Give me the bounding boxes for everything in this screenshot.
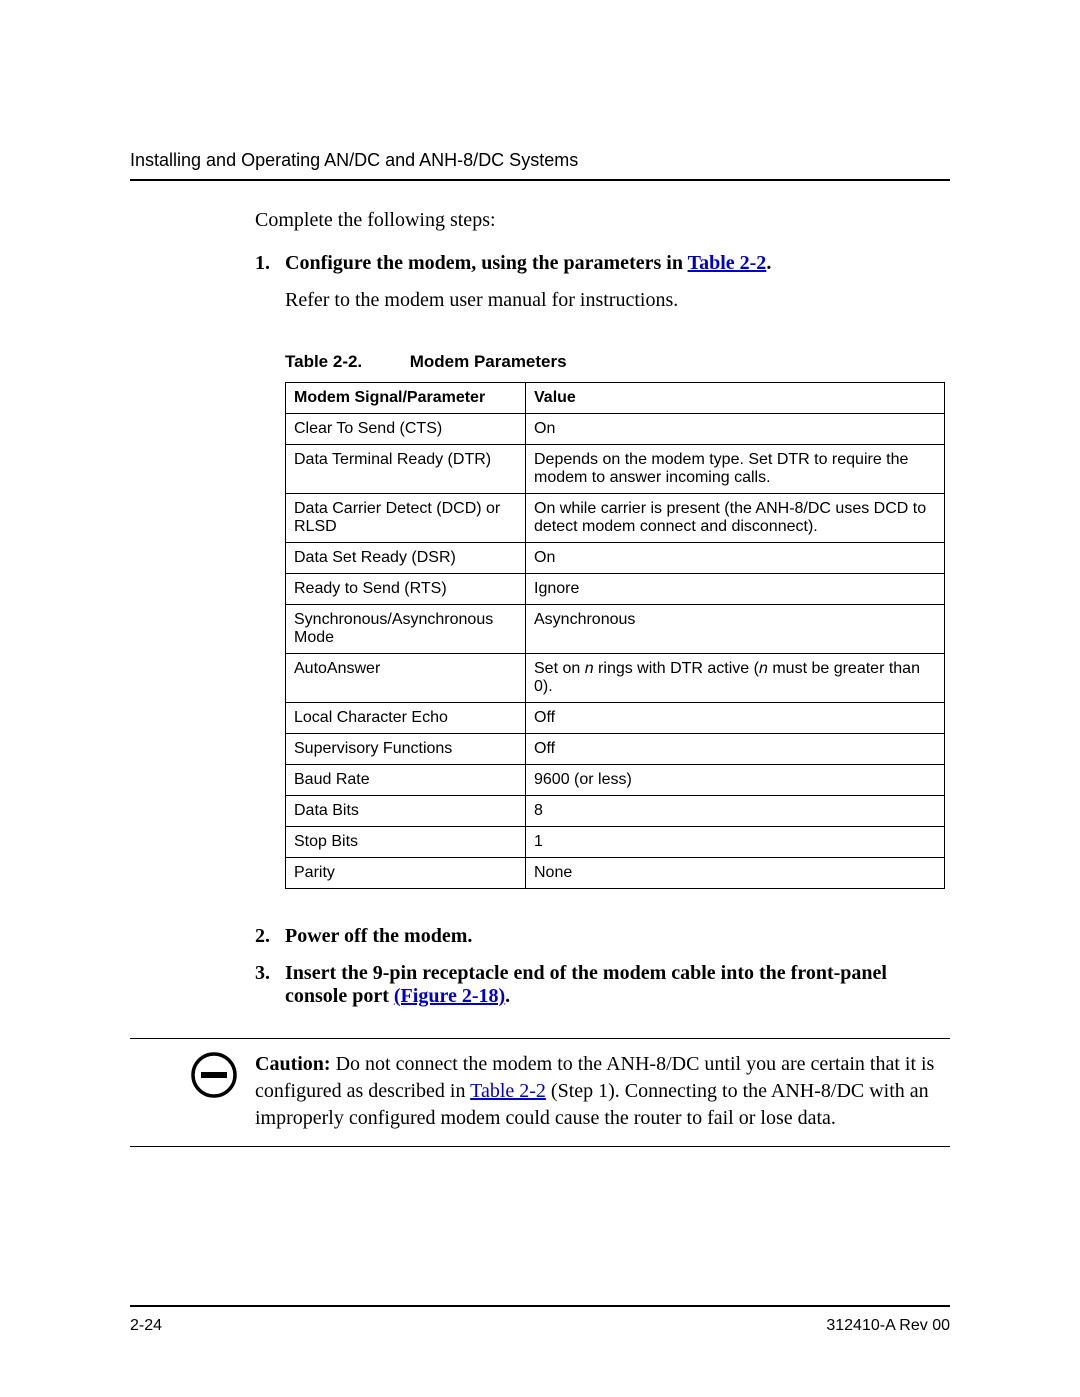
param-cell: Synchronous/Asynchronous Mode	[286, 605, 526, 654]
param-cell: Stop Bits	[286, 827, 526, 858]
value-cell: Off	[526, 734, 945, 765]
table-row: AutoAnswerSet on n rings with DTR active…	[286, 654, 945, 703]
param-cell: Ready to Send (RTS)	[286, 574, 526, 605]
header-rule	[130, 179, 950, 181]
step-1-suffix: .	[766, 252, 771, 274]
value-cell: On	[526, 414, 945, 445]
step-3-prefix: Insert the 9-pin receptacle end of the m…	[285, 962, 887, 1007]
step-2: 2. Power off the modem.	[255, 925, 950, 948]
caution-table-link[interactable]: Table 2-2	[470, 1080, 546, 1102]
table-caption-title: Modem Parameters	[410, 352, 567, 371]
table-caption-number: Table 2-2.	[285, 352, 405, 372]
caution-text: Caution: Do not connect the modem to the…	[255, 1051, 950, 1132]
v-mid: rings with DTR active (	[594, 660, 759, 677]
step-1-refer: Refer to the modem user manual for instr…	[285, 289, 950, 312]
footer-rule	[130, 1305, 950, 1307]
figure-2-18-link[interactable]: (Figure 2-18)	[394, 985, 505, 1007]
caution-icon-wrap	[130, 1051, 255, 1099]
param-cell: Supervisory Functions	[286, 734, 526, 765]
step-1-prefix: Configure the modem, using the parameter…	[285, 252, 688, 274]
table-row: ParityNone	[286, 858, 945, 889]
step-text: Configure the modem, using the parameter…	[285, 252, 950, 275]
table-row: Data Bits8	[286, 796, 945, 827]
body-content: Complete the following steps: 1. Configu…	[255, 209, 950, 1008]
value-cell: On	[526, 543, 945, 574]
table-caption: Table 2-2. Modem Parameters	[285, 352, 950, 372]
page-container: Installing and Operating AN/DC and ANH-8…	[0, 0, 1080, 1207]
step-3: 3. Insert the 9-pin receptacle end of th…	[255, 962, 950, 1008]
step-number: 2.	[255, 925, 285, 948]
param-cell: Data Terminal Ready (DTR)	[286, 445, 526, 494]
v-it2: n	[759, 660, 768, 677]
table-row: Ready to Send (RTS)Ignore	[286, 574, 945, 605]
param-cell: Parity	[286, 858, 526, 889]
intro-text: Complete the following steps:	[255, 209, 950, 232]
v-pre: Set on	[534, 660, 585, 677]
table-row: Stop Bits1	[286, 827, 945, 858]
table-row: Synchronous/Asynchronous ModeAsynchronou…	[286, 605, 945, 654]
table-row: Supervisory FunctionsOff	[286, 734, 945, 765]
param-cell: AutoAnswer	[286, 654, 526, 703]
param-cell: Data Set Ready (DSR)	[286, 543, 526, 574]
caution-block: Caution: Do not connect the modem to the…	[130, 1038, 950, 1147]
table-row: Baud Rate9600 (or less)	[286, 765, 945, 796]
param-cell: Data Carrier Detect (DCD) or RLSD	[286, 494, 526, 543]
param-cell: Clear To Send (CTS)	[286, 414, 526, 445]
value-cell: Off	[526, 703, 945, 734]
table-row: Data Set Ready (DSR)On	[286, 543, 945, 574]
step-text: Power off the modem.	[285, 925, 950, 948]
step-number: 1.	[255, 252, 285, 275]
value-cell: 9600 (or less)	[526, 765, 945, 796]
running-header: Installing and Operating AN/DC and ANH-8…	[130, 150, 950, 171]
table-row: Data Carrier Detect (DCD) or RLSDOn whil…	[286, 494, 945, 543]
value-cell: Set on n rings with DTR active (n must b…	[526, 654, 945, 703]
table-header-value: Value	[526, 383, 945, 414]
table-2-2-link[interactable]: Table 2-2	[688, 252, 767, 274]
page-number: 2-24	[130, 1317, 162, 1335]
caution-bottom-rule	[130, 1146, 950, 1147]
table-row: Local Character EchoOff	[286, 703, 945, 734]
value-cell: Depends on the modem type. Set DTR to re…	[526, 445, 945, 494]
caution-label: Caution:	[255, 1053, 331, 1075]
step-text: Insert the 9-pin receptacle end of the m…	[285, 962, 950, 1008]
table-row: Clear To Send (CTS)On	[286, 414, 945, 445]
param-cell: Data Bits	[286, 796, 526, 827]
step-number: 3.	[255, 962, 285, 1008]
caution-row: Caution: Do not connect the modem to the…	[130, 1039, 950, 1146]
table-header-row: Modem Signal/Parameter Value	[286, 383, 945, 414]
value-cell: Asynchronous	[526, 605, 945, 654]
param-cell: Local Character Echo	[286, 703, 526, 734]
footer-row: 2-24 312410-A Rev 00	[130, 1317, 950, 1335]
step-1: 1. Configure the modem, using the parame…	[255, 252, 950, 275]
value-cell: 8	[526, 796, 945, 827]
v-it1: n	[585, 660, 594, 677]
step-3-suffix: .	[505, 985, 510, 1007]
value-cell: On while carrier is present (the ANH-8/D…	[526, 494, 945, 543]
doc-revision: 312410-A Rev 00	[826, 1317, 950, 1335]
caution-icon	[190, 1051, 238, 1099]
table-header-param: Modem Signal/Parameter	[286, 383, 526, 414]
param-cell: Baud Rate	[286, 765, 526, 796]
value-cell: Ignore	[526, 574, 945, 605]
value-cell: None	[526, 858, 945, 889]
table-row: Data Terminal Ready (DTR)Depends on the …	[286, 445, 945, 494]
modem-parameters-table: Modem Signal/Parameter Value Clear To Se…	[285, 382, 945, 889]
value-cell: 1	[526, 827, 945, 858]
page-footer: 2-24 312410-A Rev 00	[130, 1305, 950, 1335]
